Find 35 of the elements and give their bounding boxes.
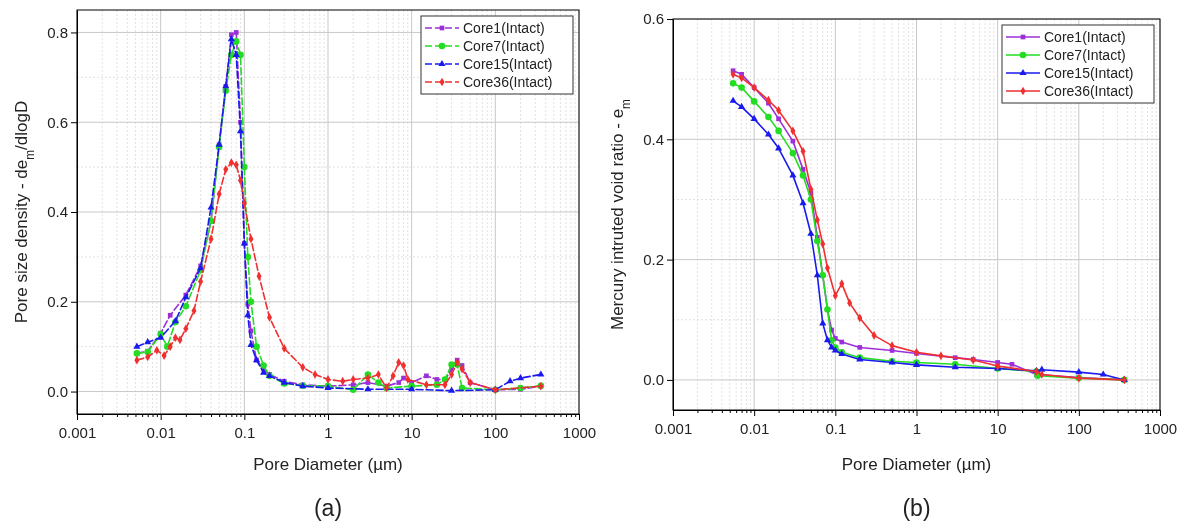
x-axis-title: Pore Diameter (µm) <box>841 455 992 474</box>
y-tick-label: 0.4 <box>643 130 664 148</box>
x-tick-label: 1 <box>324 424 333 441</box>
y-tick-label: 0.0 <box>47 382 68 400</box>
y-tick-label: 0.4 <box>47 203 68 221</box>
legend-label: Core15(Intact) <box>463 56 553 72</box>
legend-label: Core7(Intact) <box>1044 47 1126 63</box>
x-tick-label: 1000 <box>562 424 597 441</box>
y-tick-label: 0.2 <box>643 250 664 268</box>
x-tick-label: 1000 <box>1143 420 1178 437</box>
x-tick-label: 100 <box>1066 420 1092 437</box>
x-tick-label: 1 <box>912 420 922 437</box>
text: (a) <box>313 495 343 521</box>
x-tick-label: 0.1 <box>234 424 256 441</box>
legend-label: Core36(Intact) <box>463 74 553 90</box>
x-tick-label: 0.01 <box>740 420 770 437</box>
text: (b) <box>902 495 931 521</box>
x-tick-label: 0.001 <box>654 420 693 437</box>
y-tick-label: 0.8 <box>47 23 68 41</box>
y-tick-label: 0.2 <box>47 293 68 311</box>
x-tick-label: 10 <box>403 424 421 441</box>
legend-label: Core36(Intact) <box>1044 83 1134 99</box>
x-tick-label: 100 <box>483 424 509 441</box>
legend-label: Core15(Intact) <box>1044 65 1134 81</box>
legend-label: Core1(Intact) <box>1044 29 1126 45</box>
y-tick-label: 0.6 <box>643 10 664 28</box>
x-axis-title: Pore Diameter (µm) <box>253 455 403 474</box>
y-tick-label: 0.6 <box>47 113 68 131</box>
y-tick-label: 0.0 <box>643 371 664 389</box>
legend-label: Core1(Intact) <box>463 20 545 36</box>
legend-label: Core7(Intact) <box>463 38 545 54</box>
x-tick-label: 0.001 <box>58 424 97 441</box>
x-tick-label: 0.1 <box>825 420 847 437</box>
x-tick-label: 10 <box>989 420 1007 437</box>
x-tick-label: 0.01 <box>146 424 176 441</box>
